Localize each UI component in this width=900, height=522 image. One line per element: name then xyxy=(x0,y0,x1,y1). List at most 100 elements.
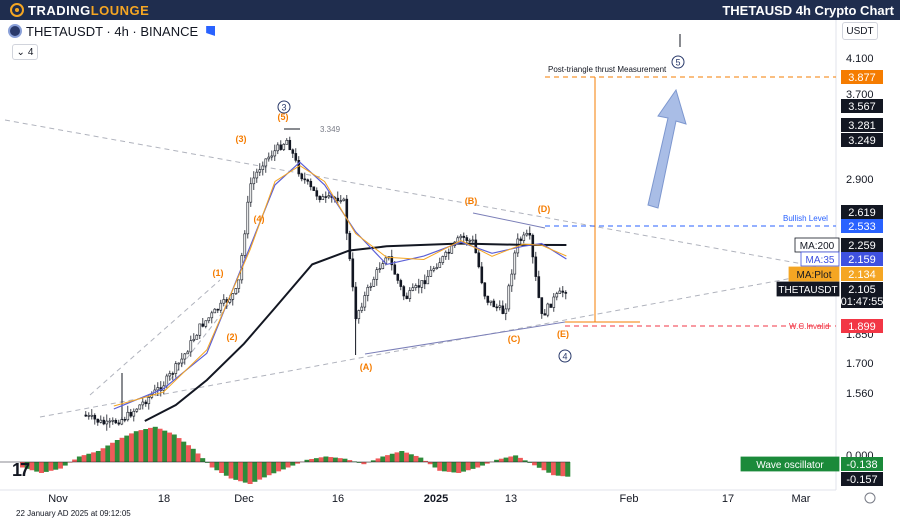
oscillator-bar xyxy=(508,456,514,462)
price-tag-box xyxy=(841,205,883,219)
candle-body xyxy=(549,303,553,308)
time-axis-tick: 2025 xyxy=(424,493,448,505)
candle-body xyxy=(243,233,247,256)
price-tag-value: 2.134 xyxy=(848,269,876,281)
oscillator-bar xyxy=(484,462,490,464)
candle-body xyxy=(171,373,175,375)
indicator-count: 4 xyxy=(27,46,34,58)
oscillator-bar xyxy=(261,462,267,478)
indicator-toggle[interactable]: ⌄ 4 xyxy=(12,44,38,60)
candle-body xyxy=(261,165,265,170)
price-tag-box xyxy=(841,133,883,147)
oscillator-bar xyxy=(555,462,561,476)
oscillator-bar xyxy=(565,462,571,477)
oscillator-bar xyxy=(223,462,229,476)
oscillator-bar xyxy=(356,462,362,463)
candle-body xyxy=(249,183,253,203)
price-tag-box xyxy=(841,238,883,252)
oscillator-bar xyxy=(86,453,92,462)
oscillator-bar xyxy=(380,456,386,462)
oscillator-bar xyxy=(460,462,466,472)
price-tag-value: 3.249 xyxy=(848,135,876,147)
candle-body xyxy=(90,414,94,417)
upper-trendline-outer xyxy=(4,119,837,271)
oscillator-bar xyxy=(475,462,481,468)
time-axis-tick: Feb xyxy=(620,493,639,505)
circled-wave-label: 3 xyxy=(281,103,286,113)
symbol-info[interactable]: THETAUSDT · 4h · BINANCE xyxy=(8,23,216,39)
candle-body xyxy=(141,401,145,406)
price-tag-value: 2.105 xyxy=(848,284,876,296)
candle-body xyxy=(126,411,130,421)
candle-body xyxy=(405,295,409,299)
candle-body xyxy=(411,287,415,291)
candle-body xyxy=(435,267,439,270)
candle-body xyxy=(270,155,274,158)
candle-body xyxy=(114,419,118,424)
candle-body xyxy=(210,312,214,319)
candle-body xyxy=(507,285,511,310)
price-tag-box xyxy=(841,118,883,132)
candle-body xyxy=(486,295,490,303)
candle-body xyxy=(504,308,508,314)
oscillator-bar xyxy=(48,462,54,471)
price-axis-tick: 1.700 xyxy=(846,358,874,370)
candle-body xyxy=(144,401,148,405)
candle-body xyxy=(426,276,430,285)
price-tag-box xyxy=(841,99,883,113)
settings-gear-icon xyxy=(864,492,876,504)
candle-body xyxy=(186,351,190,355)
circled-wave-marker xyxy=(558,349,572,363)
oscillator-bar xyxy=(560,462,566,477)
oscillator-bar xyxy=(375,458,381,462)
candle-body xyxy=(345,198,349,234)
candle-body xyxy=(231,293,235,300)
candle-body xyxy=(408,290,412,299)
oscillator-bar xyxy=(124,435,130,462)
maplot-line xyxy=(113,165,567,407)
candle-body xyxy=(414,285,418,289)
wave-label: (5) xyxy=(278,112,289,122)
oscillator-bar xyxy=(34,462,40,472)
oscillator-bar xyxy=(527,462,533,463)
price-tag-box xyxy=(841,219,883,233)
candle-body xyxy=(498,305,502,308)
candle-body xyxy=(342,198,346,201)
candle-body xyxy=(207,317,211,322)
price-tag-label: Wave oscillator xyxy=(756,460,824,471)
circled-wave-marker xyxy=(277,100,291,114)
oscillator-bar xyxy=(517,457,523,462)
oscillator-bar xyxy=(76,456,82,462)
oscillator-bar xyxy=(233,462,239,480)
oscillator-bar xyxy=(162,430,168,462)
candle-body xyxy=(315,190,319,197)
candle-body xyxy=(108,420,112,423)
candle-body xyxy=(228,299,232,303)
candle-body xyxy=(519,238,523,241)
oscillator-bar xyxy=(456,462,462,473)
oscillator-bar xyxy=(91,452,97,462)
candle-body xyxy=(468,239,472,242)
symbol-label: THETAUSDT · 4h · BINANCE xyxy=(26,23,199,39)
candle-body xyxy=(543,313,547,316)
candle-body xyxy=(420,280,424,288)
wave-label: (A) xyxy=(360,362,373,372)
candle-body xyxy=(222,299,226,304)
candle-body xyxy=(87,415,91,417)
candle-body xyxy=(474,239,478,254)
oscillator-bar xyxy=(81,455,87,462)
candle-body xyxy=(213,308,217,314)
candle-body xyxy=(396,273,400,281)
oscillator-bar xyxy=(266,462,272,476)
candle-body xyxy=(348,233,352,260)
oscillator-bar xyxy=(304,459,310,462)
currency-selector[interactable]: USDT xyxy=(842,22,878,40)
candle-body xyxy=(273,150,277,157)
candle-body xyxy=(402,286,406,297)
oscillator-bar xyxy=(513,455,519,462)
oscillator-bar xyxy=(432,462,438,468)
flag-icon[interactable] xyxy=(206,26,216,36)
oscillator-bar xyxy=(143,429,149,462)
candle-body xyxy=(351,258,355,288)
